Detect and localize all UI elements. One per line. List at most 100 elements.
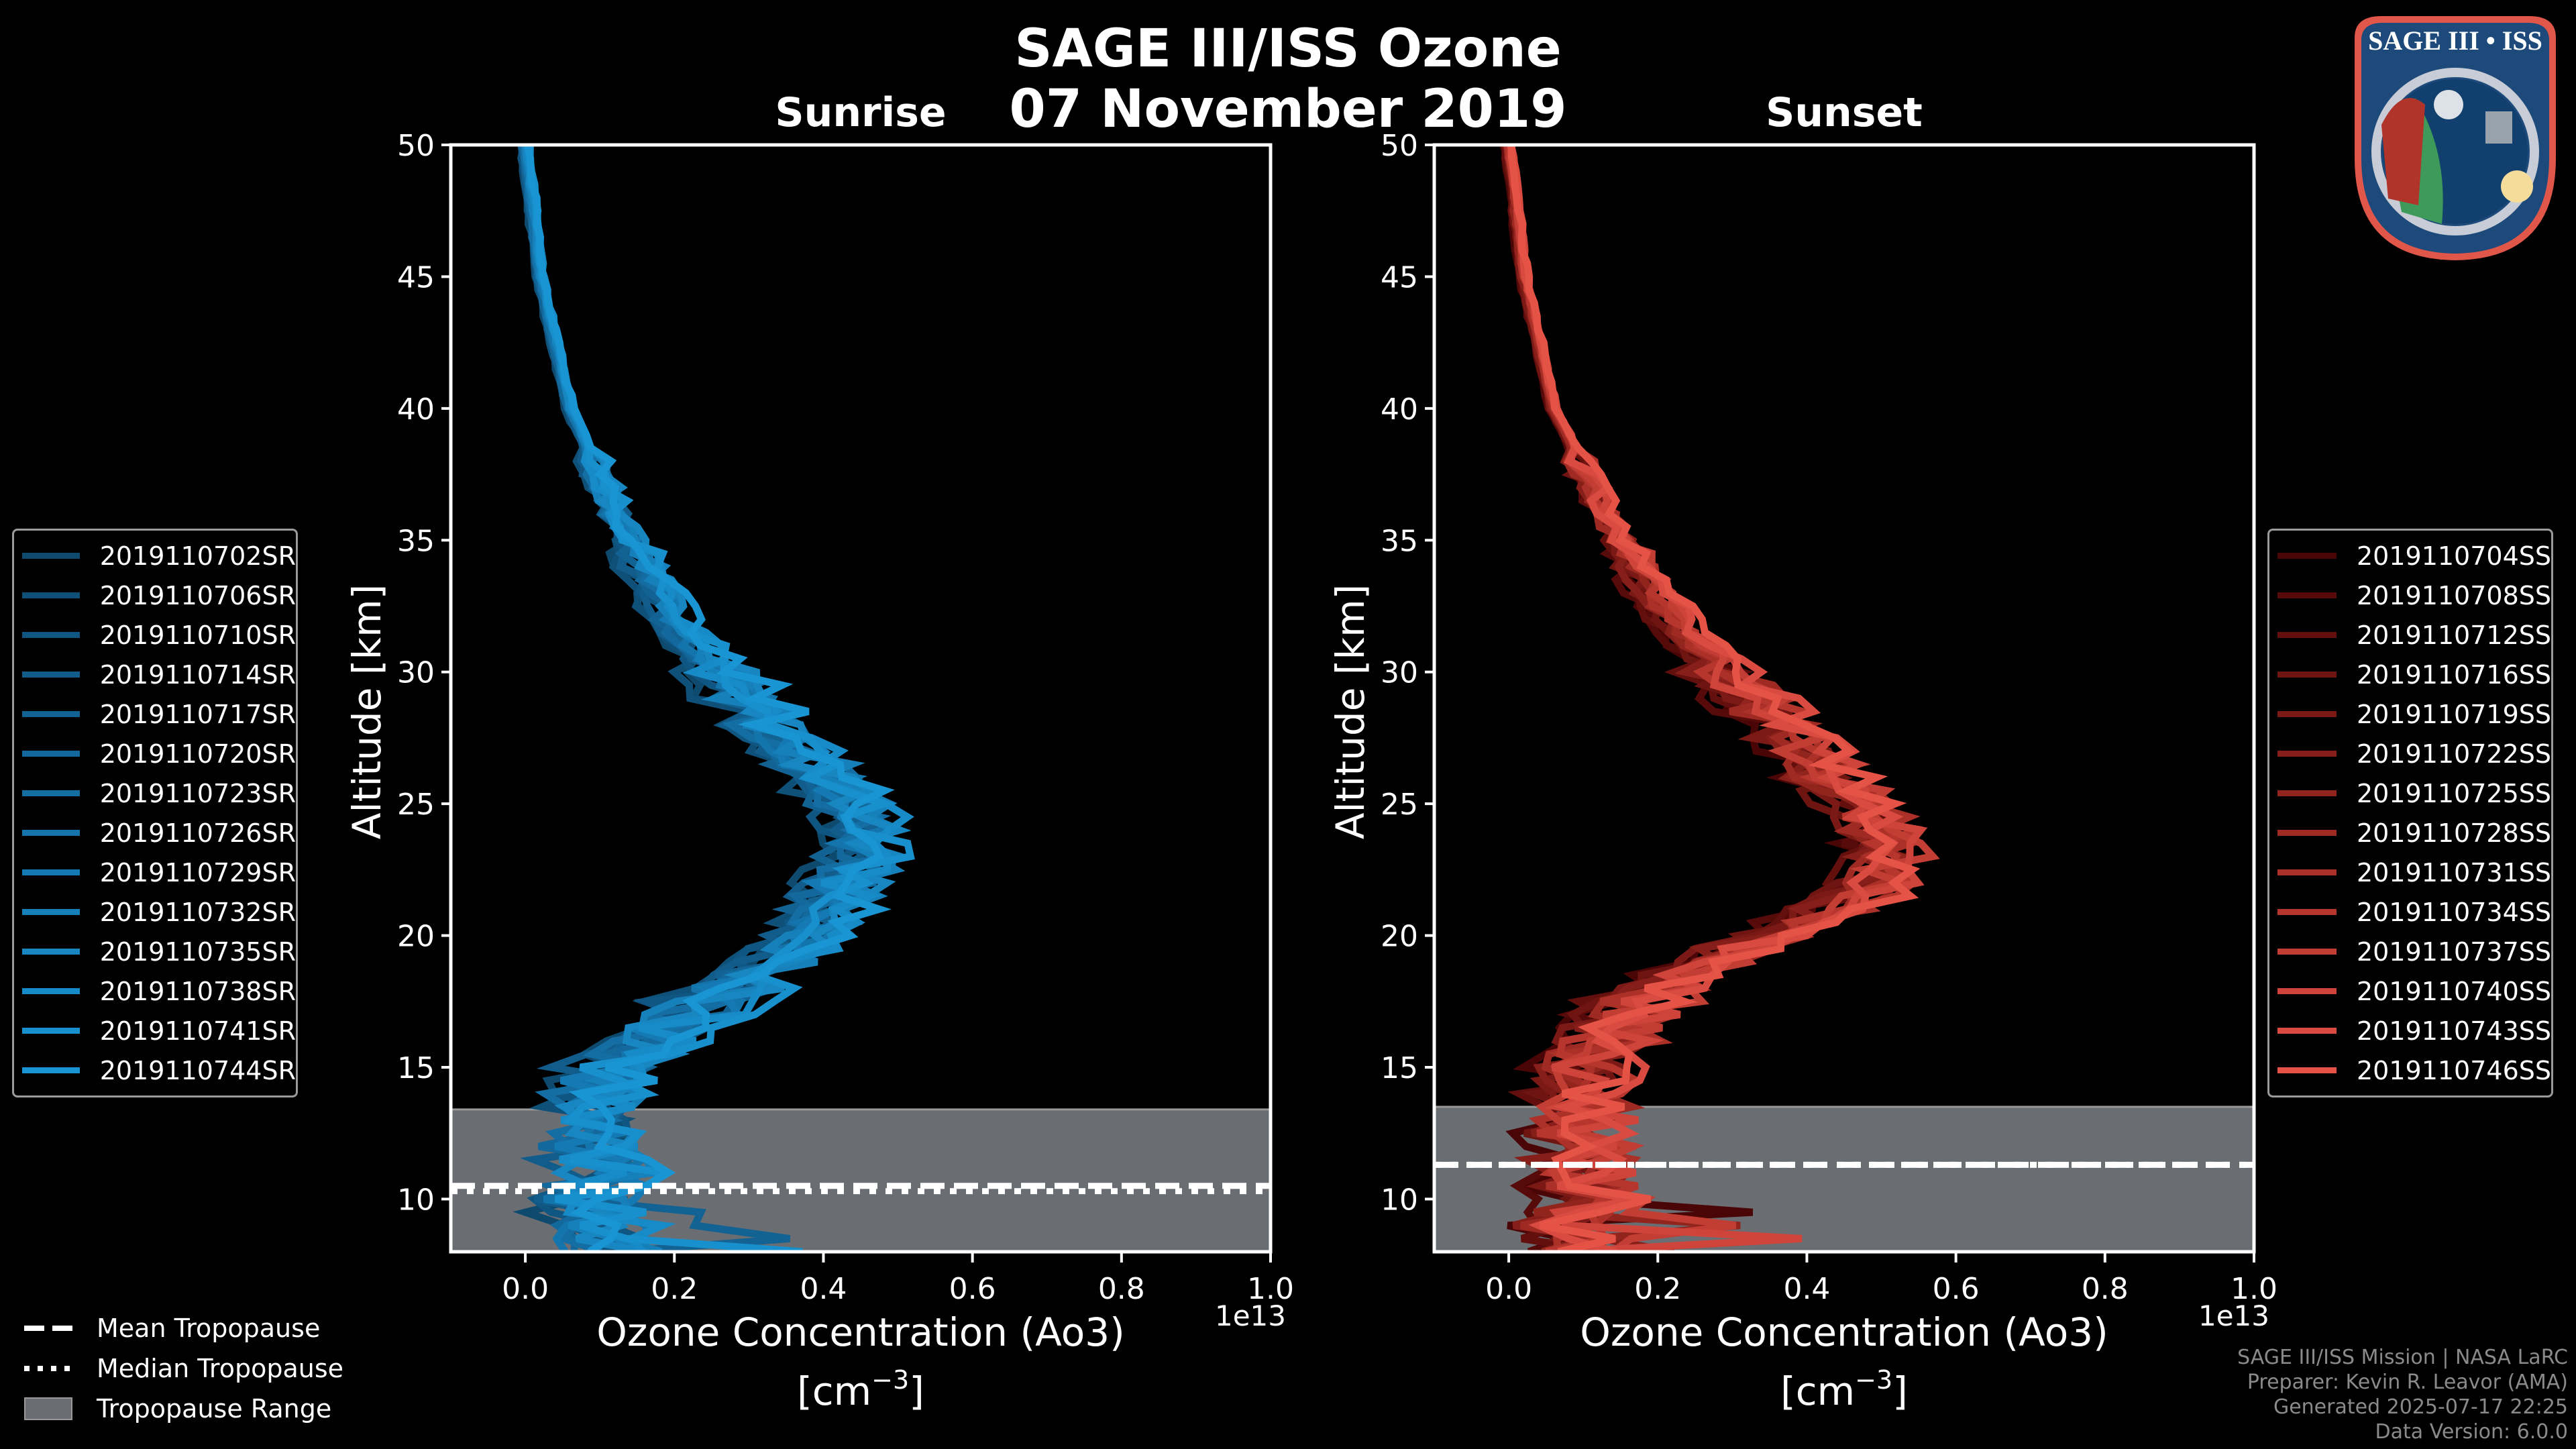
legend-swatch — [22, 869, 80, 875]
range-swatch-icon — [24, 1397, 72, 1420]
y-axis-label: Altitude [km] — [344, 584, 390, 839]
legend-item: 2019110743SS — [2269, 1011, 2551, 1051]
legend-swatch — [22, 553, 80, 559]
y-tick-label: 35 — [397, 524, 435, 558]
legend-swatch — [22, 632, 80, 638]
legend-label: 2019110731SS — [2356, 857, 2551, 888]
y-tick-label: 20 — [397, 920, 435, 954]
legend-item: 2019110716SS — [2269, 655, 2551, 694]
legend-swatch — [22, 672, 80, 678]
y-tick-label: 30 — [1381, 656, 1418, 690]
x-tick-label: 0.0 — [502, 1272, 549, 1306]
legend-swatch — [2277, 632, 2337, 638]
legend-item: 2019110726SR — [14, 813, 296, 853]
sunset-legend: 2019110704SS 2019110708SS 2019110712SS 2019… — [2267, 529, 2553, 1097]
legend-label: 2019110710SR — [99, 620, 296, 650]
legend-item: 2019110741SR — [14, 1011, 296, 1051]
legend-median-tropopause: Median Tropopause — [24, 1348, 343, 1389]
x-tick-label: 0.8 — [2082, 1272, 2129, 1306]
y-tick-label: 10 — [1381, 1183, 1418, 1217]
legend-label: 2019110732SR — [99, 897, 296, 927]
legend-swatch — [2277, 949, 2337, 955]
legend-swatch — [2277, 830, 2337, 836]
legend-label: 2019110708SS — [2356, 580, 2551, 610]
y-tick-label: 40 — [397, 392, 435, 427]
axes-frame — [1432, 143, 2256, 1254]
profile-line-2019110744SR — [523, 145, 895, 1252]
legend-label: 2019110726SR — [99, 818, 296, 848]
x-axis-units: [cm−3] — [1780, 1365, 1908, 1414]
legend-item: 2019110714SR — [14, 655, 296, 694]
legend-label: Mean Tropopause — [97, 1313, 321, 1343]
legend-swatch — [2277, 1067, 2337, 1073]
legend-label: 2019110704SS — [2356, 541, 2551, 571]
legend-label: Tropopause Range — [97, 1394, 332, 1424]
legend-swatch — [22, 751, 80, 757]
legend-label: 2019110706SR — [99, 580, 296, 610]
sunrise-legend: 2019110702SR 2019110706SR 2019110710SR 2019… — [12, 529, 298, 1097]
legend-item: 2019110720SR — [14, 734, 296, 773]
x-axis-units: [cm−3] — [797, 1365, 924, 1414]
legend-item: 2019110744SR — [14, 1051, 296, 1090]
y-tick-label: 20 — [1381, 920, 1418, 954]
figure-title-line1: SAGE III/ISS Ozone — [1014, 19, 1562, 79]
legend-swatch — [2277, 988, 2337, 994]
y-tick-label: 35 — [1381, 524, 1418, 558]
credit-preparer: Preparer: Kevin R. Leavor (AMA) — [2247, 1371, 2568, 1394]
credit-generated: Generated 2025-07-17 22:25 — [2273, 1395, 2568, 1419]
legend-item: 2019110732SR — [14, 892, 296, 932]
y-tick-label: 25 — [1381, 788, 1418, 822]
x-axis-label: Ozone Concentration (Ao3) — [596, 1309, 1125, 1355]
legend-item: 2019110722SS — [2269, 734, 2551, 773]
x-tick-label: 0.6 — [949, 1272, 996, 1306]
legend-label: 2019110738SR — [99, 976, 296, 1006]
x-tick-label: 0.8 — [1098, 1272, 1145, 1306]
legend-label: Median Tropopause — [97, 1354, 343, 1383]
legend-swatch — [2277, 553, 2337, 559]
legend-label: 2019110737SS — [2356, 936, 2551, 967]
legend-swatch — [22, 949, 80, 955]
legend-item: 2019110735SR — [14, 932, 296, 971]
legend-swatch — [22, 1067, 80, 1073]
profile-lines — [513, 145, 915, 1252]
y-tick-label: 30 — [397, 656, 435, 690]
y-tick-label: 15 — [1381, 1051, 1418, 1085]
y-tick-label: 45 — [397, 260, 435, 294]
legend-item: 2019110738SR — [14, 971, 296, 1011]
legend-item: 2019110708SS — [2269, 576, 2551, 615]
x-tick-label: 0.4 — [1783, 1272, 1830, 1306]
y-tick-label: 25 — [397, 788, 435, 822]
legend-label: 2019110746SS — [2356, 1055, 2551, 1085]
legend-item: 2019110717SR — [14, 694, 296, 734]
legend-label: 2019110702SR — [99, 541, 296, 571]
dashed-line-icon — [24, 1326, 72, 1331]
x-tick-label: 0.4 — [800, 1272, 847, 1306]
legend-swatch — [22, 909, 80, 915]
legend-label: 2019110743SS — [2356, 1016, 2551, 1046]
legend-swatch — [22, 830, 80, 836]
legend-item: 2019110704SS — [2269, 536, 2551, 576]
subplot-title: Sunrise — [775, 89, 946, 136]
legend-label: 2019110735SR — [99, 936, 296, 967]
subplot-title: Sunset — [1766, 89, 1923, 136]
legend-swatch — [2277, 592, 2337, 598]
legend-swatch — [2277, 1028, 2337, 1034]
credit-mission: SAGE III/ISS Mission | NASA LaRC — [2237, 1346, 2568, 1369]
legend-item: 2019110712SS — [2269, 615, 2551, 655]
legend-item: 2019110710SR — [14, 615, 296, 655]
legend-swatch — [2277, 672, 2337, 678]
legend-swatch — [22, 1028, 80, 1034]
legend-label: 2019110717SR — [99, 699, 296, 729]
legend-label: 2019110719SS — [2356, 699, 2551, 729]
y-axis-label: Altitude [km] — [1328, 584, 1373, 839]
legend-label: 2019110723SR — [99, 778, 296, 808]
legend-item: 2019110729SR — [14, 853, 296, 892]
sunrise-panel: 0.0 0.2 0.4 0.6 0.8 1.0 10 15 20 25 30 35 40 45 50 Sunr… — [344, 89, 1294, 1414]
x-offset-label: 1e13 — [1215, 1299, 1286, 1332]
legend-item: 2019110746SS — [2269, 1051, 2551, 1090]
legend-label: 2019110741SR — [99, 1016, 296, 1046]
credits: SAGE III/ISS Mission | NASA LaRC Prepare… — [2237, 1345, 2568, 1444]
legend-item: 2019110706SR — [14, 576, 296, 615]
legend-label: 2019110728SS — [2356, 818, 2551, 848]
y-tick-label: 40 — [1381, 392, 1418, 427]
